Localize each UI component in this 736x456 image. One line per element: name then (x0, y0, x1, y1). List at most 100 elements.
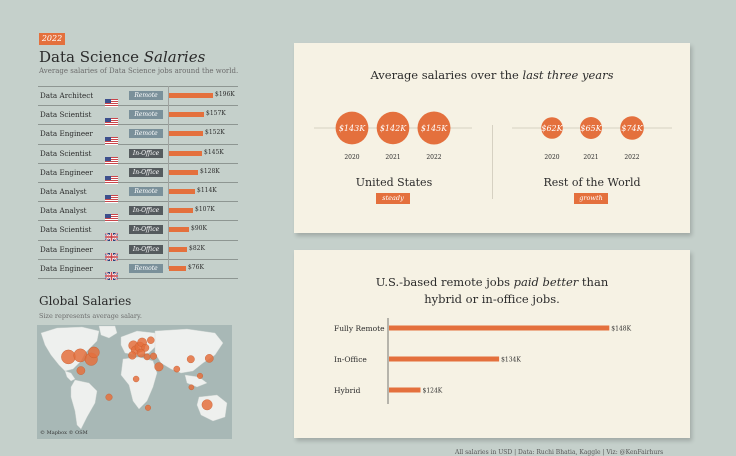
salary-bubble (132, 375, 140, 383)
salary-value: $196K (215, 91, 235, 98)
southeast-asia (184, 374, 208, 388)
salary-bar (169, 169, 198, 175)
map-credit: © Mapbox © OSM (40, 430, 88, 436)
salary-bar (169, 188, 195, 194)
central-america (64, 370, 76, 382)
salary-value: $157K (206, 110, 226, 118)
us-flag-icon (105, 169, 118, 184)
category-label: In-Office (334, 355, 367, 364)
trend-year-label: 2021 (385, 154, 400, 161)
trend-value-label: $74K (621, 124, 643, 133)
trend-bubbles: $143K 2020 $142K 2021 $145K 2022 $62K 2020 $65K 2… (314, 111, 672, 161)
trend-bubble (580, 117, 602, 139)
trend-year-label: 2020 (344, 154, 359, 161)
work-type-badge: Remote (129, 129, 163, 139)
salary-bubble (136, 348, 146, 358)
work-type-badge: Remote (129, 186, 163, 196)
salary-bubble (154, 362, 164, 372)
land-masses (40, 325, 228, 430)
salary-value: $152K (205, 129, 225, 137)
job-title: Data Scientist (40, 148, 92, 158)
world-map[interactable] (37, 325, 232, 439)
page-subtitle: Average salaries of Data Science jobs ar… (39, 67, 239, 75)
table-row: Data Analyst In-Office $107K (38, 202, 238, 223)
category-label: Fully Remote (334, 324, 385, 333)
work-type-bar (389, 356, 500, 362)
trend-bubble (541, 117, 563, 139)
work-type-badge: Remote (129, 110, 163, 120)
uk-flag-icon (104, 246, 119, 262)
salary-bubble (147, 336, 155, 344)
salary-bubble (204, 354, 214, 363)
trend-year-label: 2022 (426, 154, 441, 161)
work-type-card-title: U.S.-based remote jobs paid better than … (375, 275, 609, 306)
salary-bar (169, 150, 202, 156)
trend-bubble (376, 111, 410, 145)
region-divider (492, 125, 493, 199)
footer-credits: All salaries in USD | Data: Ruchi Bhatia… (455, 449, 664, 456)
table-row: Data Scientist Remote $157K (38, 106, 238, 127)
work-type-badge: In-Office (129, 148, 163, 158)
trend-value-label: $62K (541, 124, 563, 133)
trend-year-label: 2020 (544, 154, 559, 161)
us-flag-icon (105, 188, 118, 203)
uk-flag-icon (104, 265, 119, 281)
work-type-bar (389, 387, 421, 393)
us-flag-icon (105, 207, 118, 223)
salary-bar (169, 93, 213, 98)
job-title: Data Engineer (40, 263, 93, 273)
trend-value-label: $143K (339, 124, 366, 133)
salary-bubble (201, 399, 213, 411)
job-title: Data Scientist (40, 110, 92, 120)
salary-bar (169, 112, 204, 118)
salary-bar (169, 131, 203, 137)
work-type-badge: In-Office (129, 167, 163, 177)
trend-card-title: Average salaries over the last three yea… (370, 68, 614, 82)
bar-value-label: $148K (611, 326, 631, 333)
us-trend-badge: steady (376, 193, 410, 204)
work-type-badge: In-Office (129, 244, 163, 254)
work-type-badge: In-Office (129, 206, 163, 216)
salary-bubble (143, 353, 151, 361)
us-flag-icon (105, 130, 118, 146)
trend-bubble (335, 111, 369, 145)
trend-year-label: 2022 (624, 154, 639, 161)
trend-value-label: $145K (421, 124, 448, 133)
salary-bar (169, 265, 186, 271)
asia (154, 328, 224, 374)
work-type-badge: In-Office (129, 225, 163, 235)
salary-bubble (188, 384, 195, 391)
row-region-label: Rest of the World (543, 176, 641, 189)
salary-value: $90K (191, 225, 207, 233)
salary-bubble (88, 346, 100, 359)
salary-bubble (173, 365, 181, 373)
uk-flag-icon (104, 226, 119, 242)
salary-value: $114K (197, 186, 217, 194)
salary-value: $107K (195, 206, 215, 214)
salary-value: $128K (200, 167, 220, 175)
table-row: Data Scientist In-Office $90K (38, 221, 238, 242)
page-title: Data Science Salaries (39, 48, 206, 66)
category-label: Hybrid (334, 386, 361, 395)
south-america (70, 379, 98, 430)
bar-value-label: $124K (423, 388, 443, 395)
salary-bubble (186, 355, 195, 364)
salary-bar (169, 208, 193, 214)
salary-bar (169, 246, 187, 252)
table-row: Data Scientist In-Office $145K (38, 145, 238, 165)
work-type-bar-chart: Fully Remote $148K In-Office $134K Hybrid $12… (334, 318, 632, 404)
us-flag-icon (105, 111, 118, 127)
salary-bubble (196, 372, 203, 379)
salary-bubble (149, 352, 157, 360)
bar-baseline (168, 86, 169, 269)
us-region-label: United States (355, 176, 433, 189)
work-type-bar (389, 325, 610, 331)
greenland (98, 325, 118, 339)
salary-bubbles (61, 336, 214, 411)
work-type-card: U.S.-based remote jobs paid better than … (294, 250, 690, 438)
trend-year-label: 2021 (583, 154, 598, 161)
work-type-badge: Remote (129, 263, 163, 273)
salary-value: $145K (204, 148, 224, 156)
salary-table: Data Architect Remote $196K Data Scientist R… (38, 86, 238, 281)
table-row: Data Engineer In-Office $82K (38, 241, 238, 262)
